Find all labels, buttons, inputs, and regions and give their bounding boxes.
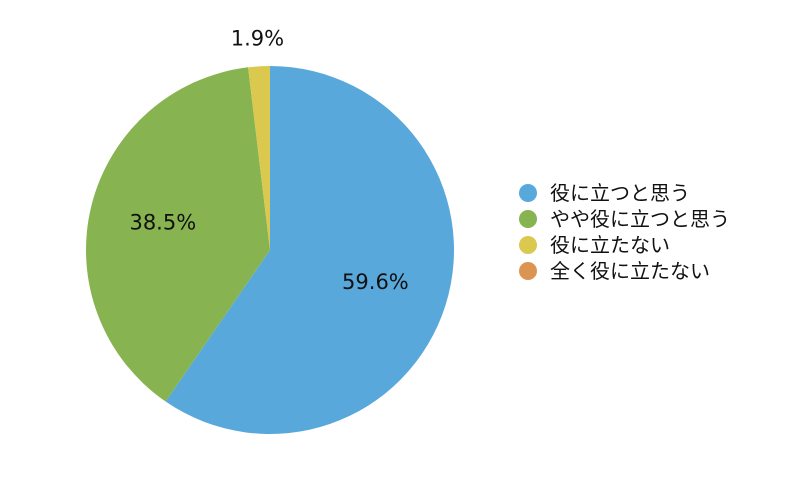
- pie-slice: [165, 66, 455, 435]
- pie-slice: [85, 67, 270, 402]
- pie-slice: [248, 66, 270, 250]
- legend: 役に立つと思う やや役に立つと思う 役に立たない 全く役に立たない: [519, 180, 730, 284]
- legend-swatch: [519, 262, 537, 280]
- legend-label: 役に立つと思う: [550, 181, 690, 205]
- legend-swatch: [519, 184, 537, 202]
- legend-item-mattaku-yakunitatanai: 全く役に立たない: [519, 258, 730, 284]
- legend-label: 役に立たない: [550, 233, 670, 257]
- slice-percent-label: 59.6%: [342, 270, 409, 294]
- legend-swatch: [519, 236, 537, 254]
- slice-percent-label: 38.5%: [129, 211, 196, 235]
- slice-percent-label: 1.9%: [231, 26, 284, 50]
- pie-labels: 59.6% 38.5% 1.9%: [129, 26, 408, 293]
- legend-swatch: [519, 210, 537, 228]
- legend-item-yaya-yakunitatsu: やや役に立つと思う: [519, 206, 730, 232]
- pie-slices: [85, 66, 455, 435]
- legend-item-yakunitatsu: 役に立つと思う: [519, 180, 730, 206]
- legend-label: やや役に立つと思う: [550, 207, 730, 231]
- legend-label: 全く役に立たない: [550, 259, 710, 283]
- legend-item-yakunitatanai: 役に立たない: [519, 232, 730, 258]
